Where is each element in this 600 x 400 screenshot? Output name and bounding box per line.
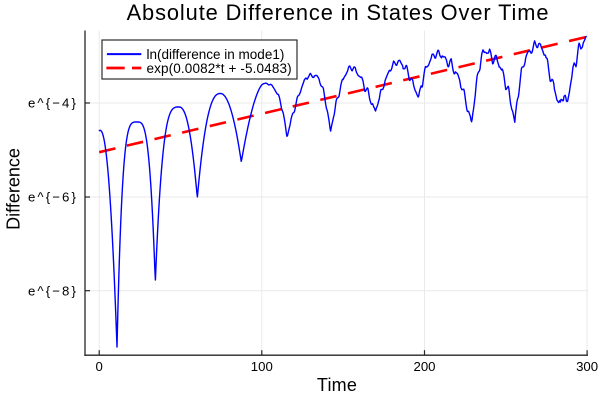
svg-text:100: 100 xyxy=(251,359,273,374)
svg-text:200: 200 xyxy=(413,359,435,374)
svg-text:ln(difference in mode1): ln(difference in mode1) xyxy=(147,47,285,62)
svg-text:Time: Time xyxy=(317,375,357,395)
svg-text:0: 0 xyxy=(96,359,103,374)
svg-text:e^{−6}: e^{−6} xyxy=(28,190,78,205)
svg-text:Absolute Difference in States: Absolute Difference in States Over Time xyxy=(127,0,550,25)
svg-text:e^{−8}: e^{−8} xyxy=(28,283,78,298)
svg-text:300: 300 xyxy=(576,359,598,374)
svg-text:Difference: Difference xyxy=(4,148,24,230)
svg-text:exp(0.0082*t + -5.0483): exp(0.0082*t + -5.0483) xyxy=(147,61,292,76)
svg-text:e^{−4}: e^{−4} xyxy=(28,96,78,111)
